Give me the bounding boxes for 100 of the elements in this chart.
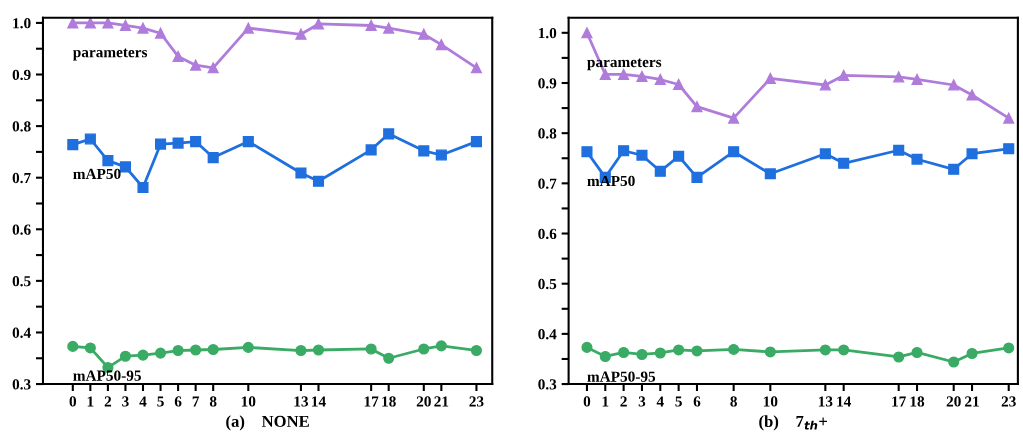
point [966, 89, 978, 101]
x-tick-label: 10 [763, 396, 778, 407]
x-tick-label: 21 [965, 396, 979, 407]
point [295, 167, 307, 179]
y-tick-label: 0.9 [538, 78, 557, 89]
point [137, 22, 149, 34]
y-tick-label: 0.7 [538, 178, 557, 189]
x-tick-label: 17 [892, 396, 906, 407]
point [172, 137, 184, 149]
x-tick-label: 7 [192, 396, 200, 407]
point [691, 345, 703, 357]
point [764, 346, 776, 358]
series-label: mAP50-95 [73, 370, 141, 381]
x-tick-label: 14 [837, 396, 852, 407]
x-tick-label: 18 [382, 396, 396, 407]
x-tick-label: 5 [675, 396, 682, 407]
x-tick-label: 5 [157, 396, 164, 407]
y-tick-label: 0.8 [12, 121, 31, 132]
x-tick-label: 10 [241, 396, 256, 407]
point [365, 19, 377, 32]
point [365, 144, 377, 156]
point [470, 136, 482, 148]
y-tick-label: 0.5 [538, 278, 557, 290]
x-tick-label: 17 [364, 396, 379, 407]
point [435, 149, 447, 161]
point [242, 341, 254, 353]
point [636, 348, 648, 361]
point [84, 17, 96, 29]
point [119, 350, 132, 362]
point [383, 352, 395, 364]
point [911, 346, 923, 359]
point [242, 22, 254, 34]
point [84, 133, 96, 145]
series-label: mAP50 [73, 168, 121, 180]
point [172, 50, 184, 63]
point [137, 181, 149, 194]
point [819, 148, 831, 160]
point [581, 27, 593, 39]
point [172, 344, 184, 357]
point [207, 343, 219, 356]
point [911, 153, 923, 165]
point [893, 351, 905, 363]
point [1003, 112, 1015, 124]
y-tick-label: 0.6 [538, 228, 557, 240]
point [966, 347, 978, 360]
x-tick-label: 2 [104, 396, 112, 407]
y-tick-label: 0.8 [538, 128, 557, 139]
point [654, 347, 666, 359]
x-tick-label: 1 [87, 396, 94, 407]
point [190, 136, 202, 148]
point [383, 22, 395, 34]
point [207, 152, 219, 164]
point [137, 349, 149, 361]
point [673, 344, 685, 356]
point [312, 175, 325, 187]
point [636, 70, 648, 83]
point [470, 344, 482, 357]
series-label: parameters [587, 58, 662, 71]
point [365, 343, 377, 355]
point [764, 168, 776, 180]
x-tick-label: 8 [730, 396, 737, 407]
point [819, 79, 831, 91]
point [383, 128, 395, 140]
point [312, 18, 325, 30]
x-tick-label: 18 [910, 396, 925, 407]
x-tick-label: 6 [693, 396, 701, 407]
point [119, 161, 132, 173]
series-label: parameters [72, 48, 148, 61]
x-tick-label: 1 [602, 396, 609, 407]
point [581, 146, 593, 158]
point [948, 163, 960, 175]
x-tick-label: 20 [946, 396, 961, 407]
point [435, 340, 447, 352]
point [654, 73, 666, 86]
point [190, 344, 202, 356]
point [911, 73, 923, 86]
point [435, 39, 447, 51]
y-tick-label: 0.7 [12, 172, 31, 184]
point [67, 17, 79, 29]
y-tick-label: 0.4 [538, 329, 557, 340]
point [470, 62, 482, 74]
point [207, 62, 219, 74]
point [67, 340, 79, 352]
point [190, 59, 202, 71]
point [893, 144, 905, 156]
point [764, 72, 776, 85]
point [418, 28, 430, 40]
point [966, 148, 978, 160]
y-tick-label: 1.0 [538, 27, 557, 39]
y-tick-label: 0.6 [12, 224, 31, 235]
point [1003, 342, 1015, 354]
x-tick-label: 4 [139, 396, 147, 407]
point [618, 346, 630, 359]
point [838, 69, 850, 82]
point [673, 78, 685, 91]
x-tick-label: 23 [469, 396, 484, 407]
x-tick-label: 21 [434, 396, 449, 407]
x-tick-label: 3 [122, 396, 129, 407]
point [691, 171, 703, 183]
point [691, 101, 703, 113]
